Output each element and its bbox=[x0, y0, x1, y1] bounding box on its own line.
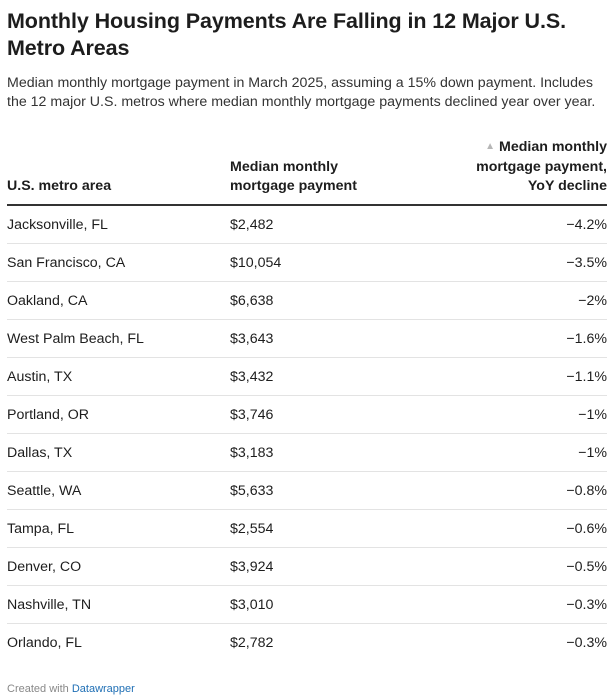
cell-metro: Austin, TX bbox=[7, 357, 230, 396]
cell-payment: $5,633 bbox=[230, 471, 450, 510]
cell-yoy-decline: −0.5% bbox=[450, 547, 607, 586]
cell-yoy-decline: −1.1% bbox=[450, 357, 607, 396]
data-table: U.S. metro area Median monthly mortgage … bbox=[7, 138, 607, 661]
table-row: Dallas, TX $3,183 −1% bbox=[7, 433, 607, 472]
table-row: Austin, TX $3,432 −1.1% bbox=[7, 357, 607, 396]
column-header-label: Median monthly mortgage payment, YoY dec… bbox=[476, 139, 607, 194]
cell-metro: San Francisco, CA bbox=[7, 243, 230, 282]
cell-metro: West Palm Beach, FL bbox=[7, 319, 230, 358]
cell-payment: $3,643 bbox=[230, 319, 450, 358]
cell-metro: Portland, OR bbox=[7, 395, 230, 434]
cell-yoy-decline: −3.5% bbox=[450, 243, 607, 282]
cell-yoy-decline: −1% bbox=[450, 433, 607, 472]
table-row: Seattle, WA $5,633 −0.8% bbox=[7, 471, 607, 510]
column-header-label: Median monthly mortgage payment bbox=[230, 159, 357, 194]
cell-metro: Dallas, TX bbox=[7, 433, 230, 472]
column-header-payment[interactable]: Median monthly mortgage payment bbox=[230, 138, 450, 206]
cell-payment: $3,432 bbox=[230, 357, 450, 396]
column-header-metro[interactable]: U.S. metro area bbox=[7, 138, 230, 206]
cell-payment: $2,782 bbox=[230, 634, 274, 651]
datawrapper-link[interactable]: Datawrapper bbox=[71, 683, 135, 695]
cell-yoy-decline: −1% bbox=[450, 395, 607, 434]
cell-yoy-decline: −0.3% bbox=[566, 634, 607, 651]
cell-metro: Nashville, TN bbox=[7, 585, 230, 624]
cell-metro: Seattle, WA bbox=[7, 471, 230, 510]
table-header: U.S. metro area Median monthly mortgage … bbox=[7, 138, 607, 206]
header-row: U.S. metro area Median monthly mortgage … bbox=[7, 138, 607, 206]
cell-yoy-decline: −1.6% bbox=[450, 319, 607, 358]
cell-metro: Orlando, FL bbox=[7, 634, 82, 651]
cell-payment: $3,746 bbox=[230, 395, 450, 434]
page-subtitle: Median monthly mortgage payment in March… bbox=[7, 75, 596, 110]
table-row: Portland, OR $3,746 −1% bbox=[7, 395, 607, 434]
cell-yoy-decline: −2% bbox=[450, 281, 607, 320]
cell-payment: $3,183 bbox=[230, 433, 450, 472]
triangle-up-icon: ▲ bbox=[485, 141, 495, 152]
cell-metro: Jacksonville, FL bbox=[7, 205, 230, 244]
cell-yoy-decline: −4.2% bbox=[450, 205, 607, 244]
cell-payment: $10,054 bbox=[230, 243, 450, 282]
cell-metro: Denver, CO bbox=[7, 547, 230, 586]
cell-metro: Tampa, FL bbox=[7, 509, 230, 548]
footer-prefix: Created with bbox=[7, 683, 69, 695]
table-row: Denver, CO $3,924 −0.5% bbox=[7, 547, 607, 586]
cell-yoy-decline: −0.3% bbox=[450, 585, 607, 624]
cell-payment: $2,482 bbox=[230, 205, 450, 244]
column-header-label: U.S. metro area bbox=[7, 178, 112, 194]
cell-payment: $3,010 bbox=[230, 585, 450, 624]
cell-yoy-decline: −0.6% bbox=[450, 509, 607, 548]
cell-payment: $3,924 bbox=[230, 547, 450, 586]
footer-credit: Created with Datawrapper bbox=[7, 683, 607, 695]
page-title: Monthly Housing Payments Are Falling in … bbox=[7, 9, 566, 60]
cell-payment: $6,638 bbox=[230, 281, 450, 320]
cell-yoy-decline: −0.8% bbox=[450, 471, 607, 510]
table-row: Orlando, FL $2,782 −0.3% bbox=[7, 624, 607, 662]
cell-metro: Oakland, CA bbox=[7, 281, 230, 320]
table-row: Oakland, CA $6,638 −2% bbox=[7, 281, 607, 320]
table-row: San Francisco, CA $10,054 −3.5% bbox=[7, 243, 607, 282]
table-row: Tampa, FL $2,554 −0.6% bbox=[7, 509, 607, 548]
cell-payment: $2,554 bbox=[230, 509, 450, 548]
table-row: Jacksonville, FL $2,482 −4.2% bbox=[7, 205, 607, 244]
column-header-yoy-decline[interactable]: ▲ Median monthly mortgage payment, YoY de… bbox=[450, 138, 607, 206]
table-row: West Palm Beach, FL $3,643 −1.6% bbox=[7, 319, 607, 358]
table-row: Nashville, TN $3,010 −0.3% bbox=[7, 585, 607, 624]
table-body: Jacksonville, FL $2,482 −4.2% San Francisco… bbox=[7, 205, 607, 661]
